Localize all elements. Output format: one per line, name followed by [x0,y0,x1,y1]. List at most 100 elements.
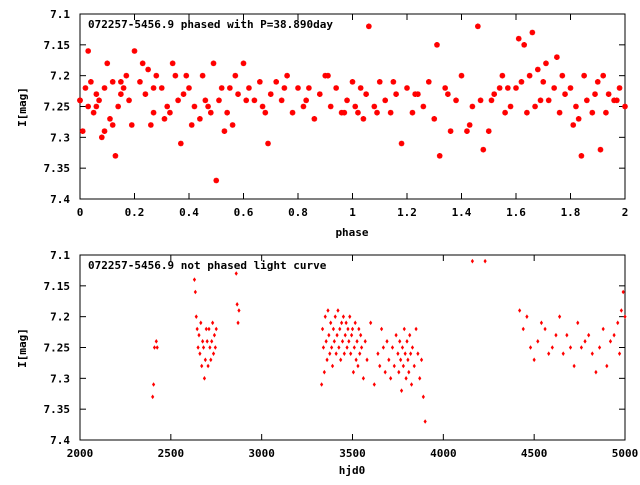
phased-data-point [567,85,574,91]
phased-data-point [240,60,247,67]
phased-data-point [488,97,495,104]
phased-data-point [104,60,111,67]
phased-data-point [458,72,465,79]
phased-data-point [554,54,560,60]
unphased-data-point [234,271,238,276]
unphased-data-point [341,314,346,319]
phased-data-point [464,128,470,134]
phased-data-point [344,97,350,104]
phased-x-tick-label: 1 [349,206,356,219]
unphased-y-tick-label: 7.2 [50,311,70,324]
phased-data-point [139,60,146,67]
phased-y-tick-label: 7.2 [50,70,70,83]
phased-data-point [278,97,285,104]
unphased-data-point [337,345,341,350]
phased-data-point [169,60,176,67]
phased-data-point [142,91,149,97]
unphased-data-point [194,314,198,319]
phased-data-point [101,128,108,134]
unphased-data-point [412,363,416,369]
phased-data-point [521,42,527,48]
phased-data-point [518,79,525,85]
unphased-data-point [203,357,207,363]
unphased-y-tick-label: 7.35 [44,403,71,416]
phased-data-point [496,85,503,91]
phased-data-point [469,103,476,110]
unphased-data-point [565,332,569,338]
unphased-data-point [326,308,330,313]
unphased-data-point [356,363,360,369]
unphased-data-point [403,351,407,356]
unphased-data-point [324,339,328,344]
unphased-data-point [387,357,391,363]
unphased-data-point [198,351,202,356]
unphased-data-point [398,339,402,344]
unphased-data-point [235,302,239,307]
unphased-data-point [348,314,352,319]
phased-data-point [390,79,397,85]
unphased-data-point [587,332,591,338]
unphased-data-point [237,308,241,313]
phased-data-point [273,79,279,85]
phased-data-point [191,103,198,110]
phased-data-point [96,97,102,104]
unphased-data-point [394,332,398,338]
unphased-data-point [336,308,340,313]
unphased-data-point [423,419,427,424]
unphased-data-point [372,382,376,387]
unphased-data-point [381,345,385,350]
phased-data-point [349,79,356,85]
phased-x-tick-label: 0.2 [125,206,145,219]
unphased-data-point [521,326,525,332]
phased-data-point [578,153,585,159]
phased-data-point [426,79,432,85]
phased-data-point [284,72,290,79]
unphased-data-point [323,314,327,319]
phased-data-point [532,103,538,110]
unphased-data-point [211,320,215,326]
unphased-plot-frame [79,254,626,441]
unphased-data-point [554,332,558,338]
phased-data-point [107,116,113,122]
phased-data-point [605,91,612,97]
phased-data-point [137,79,143,85]
unphased-data-point [383,369,387,375]
phased-data-point [90,109,97,116]
phased-data-point [202,97,209,104]
phased-data-point [616,85,623,91]
unphased-data-point [408,332,412,338]
unphased-y-tick-label: 7.25 [44,342,71,355]
phased-data-point [559,72,566,79]
phased-data-point [325,72,331,79]
unphased-y-tick-label: 7.4 [50,434,70,447]
phased-data-point [197,116,203,122]
unphased-data-point [352,345,356,350]
unphased-data-point [392,363,396,369]
phased-data-point [622,103,628,110]
phased-panel: 0 0.2 0.4 0.6 0.8 1 1.2 1.4 1.6 1.8 2 7.17.157.27.… [16,8,628,239]
phased-data-point [153,72,160,79]
unphased-data-point [358,351,362,356]
unphased-data-point [421,394,425,400]
phased-x-tick-label: 1.4 [452,206,472,219]
unphased-x-tick-label: 4500 [521,447,548,460]
unphased-data-point [597,345,602,350]
phased-data-point [178,140,184,147]
unphased-data-point [416,351,420,356]
phased-data-point [145,66,151,73]
phased-data-point [148,122,154,128]
unphased-x-tick-label: 4000 [430,447,457,460]
unphased-data-point [378,363,382,369]
phased-data-point [77,97,83,104]
unphased-x-axis: 2000 2500 3000 3500 4000 4500 5000 [67,255,638,460]
phased-data-point [235,91,241,97]
phased-data-point [477,97,484,104]
phased-data-point [366,23,372,30]
unphased-data-point [568,345,573,350]
phased-data-point [355,109,361,116]
phased-data-point [109,122,116,128]
unphased-data-point [154,339,158,344]
phased-data-point [161,116,168,122]
unphased-data-point [213,345,217,350]
phased-x-tick-label: 0.4 [179,206,199,219]
